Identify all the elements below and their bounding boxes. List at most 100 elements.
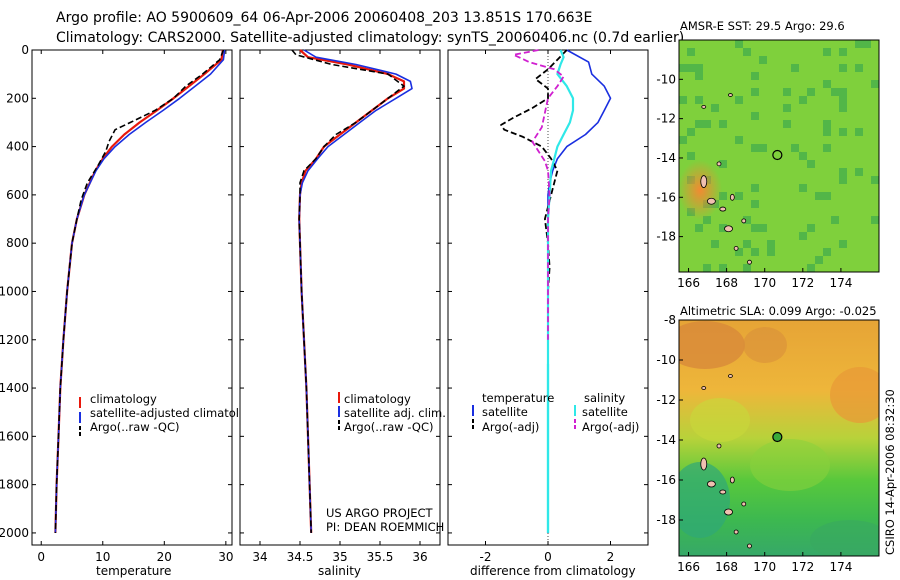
- island-shape: [724, 225, 733, 233]
- sst-cell: [823, 48, 831, 56]
- salinity-axis-ticks: 34 34.5 35 35.5 36: [240, 49, 440, 564]
- island-shape: [728, 374, 733, 378]
- sst-cell: [687, 128, 695, 136]
- y-tick-label: 1800: [0, 478, 29, 492]
- lon-tick-label: 174: [829, 276, 852, 290]
- sst-background: [679, 40, 879, 272]
- y-tick-label: 400: [6, 140, 29, 154]
- y-tick-label: 600: [6, 188, 29, 202]
- y-tick-label: 2000: [0, 526, 29, 540]
- island-shape: [728, 93, 733, 97]
- legend-argo-label: Argo(..raw -QC): [344, 420, 434, 434]
- x-tick-label: 35.5: [367, 550, 394, 564]
- island-shape: [741, 218, 747, 224]
- legend-sal-satellite-label: satellite: [582, 405, 628, 419]
- sst-cell: [855, 168, 863, 176]
- temperature-panel: 0 10 20 30 0 200 400 600 800 1000 1200 1400 1600 1800…: [0, 43, 260, 578]
- sst-map-panel: AMSR-E SST: 29.5 Argo: 29.6 166 168 170 172…: [656, 19, 880, 290]
- sst-map-ticks: 166 168 170 172 174 -10 -12 -14 -16 -18: [656, 72, 852, 290]
- sst-coastlines: [700, 93, 752, 265]
- sst-cell: [783, 104, 791, 112]
- difference-series: [500, 49, 612, 533]
- difference-axis-ticks: -2 0 2: [448, 49, 648, 564]
- sst-cell: [807, 88, 815, 96]
- x-tick-label: -2: [480, 550, 492, 564]
- legend-climatology-label: climatology: [90, 392, 157, 406]
- island-shape: [719, 489, 727, 495]
- sla-coastlines: [700, 374, 752, 549]
- legend-argo-label: Argo(..raw -QC): [90, 420, 180, 434]
- sla-mid-region-2: [750, 439, 830, 491]
- lat-tick-label: -14: [656, 151, 676, 165]
- sst-cell: [839, 96, 847, 104]
- series-salinity-argo: [512, 49, 565, 340]
- sst-cell: [823, 248, 831, 256]
- sst-cell: [823, 128, 831, 136]
- sst-cell: [855, 64, 863, 72]
- sst-cell: [791, 64, 799, 72]
- figure-title-line1: Argo profile: AO 5900609_64 06-Apr-2006 …: [56, 10, 592, 26]
- y-tick-label: 1200: [0, 333, 29, 347]
- sst-cell: [743, 48, 751, 56]
- island-shape: [729, 193, 735, 201]
- sst-cell: [807, 264, 815, 272]
- sla-low-region-2: [810, 520, 879, 556]
- sst-cell: [687, 48, 695, 56]
- lat-tick-label: -18: [656, 513, 676, 527]
- island-shape: [724, 508, 733, 516]
- sst-cell: [719, 264, 727, 272]
- island-shape: [706, 197, 716, 205]
- lat-tick-label: -18: [656, 230, 676, 244]
- lat-tick-label: -10: [656, 72, 676, 86]
- legend-sal-argo-label: Argo(-adj): [582, 420, 639, 434]
- sst-cell: [751, 184, 759, 192]
- sst-cell: [751, 248, 759, 256]
- sst-cell: [719, 224, 727, 232]
- x-tick-label: 10: [95, 550, 110, 564]
- credit-project: US ARGO PROJECT: [326, 506, 434, 520]
- lon-tick-label: 172: [791, 560, 814, 574]
- x-tick-label: 30: [218, 550, 233, 564]
- legend-climatology-label: climatology: [344, 392, 411, 406]
- sla-map-frame: [678, 319, 880, 557]
- sst-cell: [735, 96, 743, 104]
- y-tick-label: 1000: [0, 284, 29, 298]
- sst-cell: [791, 144, 799, 152]
- sst-cell: [759, 56, 767, 64]
- temperature-series: [54, 49, 226, 533]
- sst-cell: [799, 96, 807, 104]
- sst-cell: [743, 240, 751, 248]
- sst-cell: [807, 224, 815, 232]
- sst-cell: [695, 72, 703, 80]
- x-tick-label: 36: [412, 550, 427, 564]
- sst-cell: [823, 120, 831, 128]
- sst-cell: [823, 144, 831, 152]
- y-tick-label: 200: [6, 91, 29, 105]
- y-tick-label: 800: [6, 236, 29, 250]
- sla-low-region: [679, 462, 730, 538]
- island-shape: [741, 501, 747, 507]
- x-tick-label: 0: [544, 550, 552, 564]
- sst-cell: [815, 192, 823, 200]
- sst-cell: [839, 88, 847, 96]
- legend-satellite-label: satellite adj. clim.: [344, 406, 446, 420]
- island-shape: [700, 457, 708, 471]
- sst-cell: [719, 120, 727, 128]
- sst-cell: [751, 88, 759, 96]
- island-shape: [701, 386, 707, 390]
- sst-cell: [839, 48, 847, 56]
- lat-tick-label: -14: [656, 433, 676, 447]
- lat-tick-label: -16: [656, 190, 676, 204]
- legend-salinity-title: salinity: [584, 391, 625, 405]
- sla-high-region-3: [830, 367, 879, 423]
- lon-tick-label: 170: [753, 560, 776, 574]
- sst-cell: [783, 120, 791, 128]
- sst-cell: [687, 152, 695, 160]
- x-tick-label: 0: [37, 550, 45, 564]
- figure-title-line2: Climatology: CARS2000. Satellite-adjuste…: [56, 30, 684, 46]
- island-shape: [716, 161, 722, 167]
- island-shape: [700, 175, 708, 188]
- salinity-series: [291, 49, 413, 533]
- sst-cell: [871, 176, 879, 184]
